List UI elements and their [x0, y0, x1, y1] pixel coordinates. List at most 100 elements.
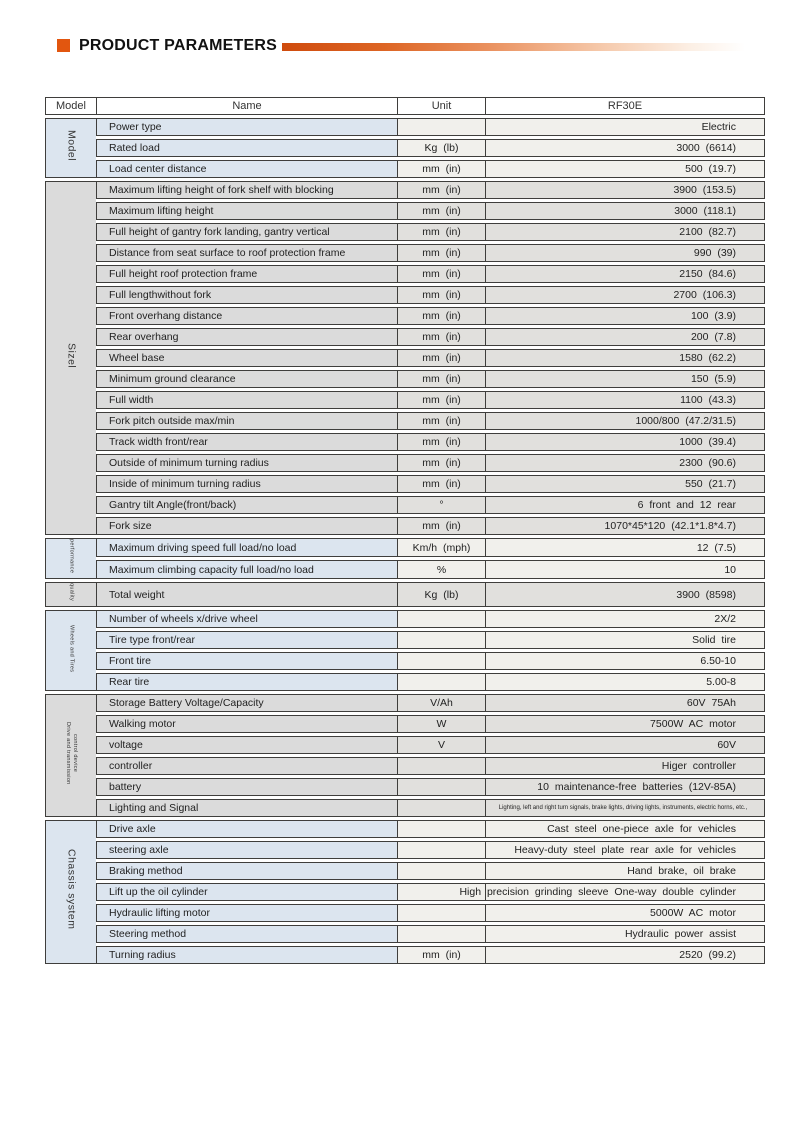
param-row: Track width front/rear mm (in) 1000 (39.4)	[45, 433, 765, 451]
header-model-cell: Model	[45, 97, 96, 115]
unit-cell: mm (in)	[397, 202, 485, 220]
unit-cell: mm (in)	[397, 454, 485, 472]
value-cell: High precision grinding sleeve One-way d…	[459, 883, 765, 902]
param-name-cell: Steering method	[96, 925, 397, 944]
param-name-cell: Rear tire	[96, 673, 397, 692]
value-cell: Lighting, left and right turn signals, b…	[485, 799, 765, 818]
param-row: battery 10 maintenance-free batteries (12…	[45, 778, 765, 797]
unit-cell: Km/h (mph)	[397, 538, 485, 558]
param-name-cell: Maximum lifting height of fork shelf wit…	[96, 181, 397, 199]
param-name-cell: Lift up the oil cylinder	[96, 883, 397, 902]
param-row: Rear tire 5.00-8	[45, 673, 765, 692]
param-row: Lift up the oil cylinder High precision g…	[45, 883, 765, 902]
unit-cell: %	[397, 560, 485, 580]
unit-cell	[397, 862, 485, 881]
param-name-cell: Full width	[96, 391, 397, 409]
param-name-cell: Full height roof protection frame	[96, 265, 397, 283]
group-label: Drive and transmission control device	[65, 721, 78, 785]
param-name-cell: Wheel base	[96, 349, 397, 367]
param-name-cell: Maximum driving speed full load/no load	[96, 538, 397, 558]
header-value-cell: RF30E	[485, 97, 765, 115]
group-label-cell: Drive and transmission control device	[45, 694, 96, 818]
param-row: Maximum climbing capacity full load/no l…	[45, 560, 765, 580]
page-title: PRODUCT PARAMETERS	[79, 36, 277, 54]
unit-cell: mm (in)	[397, 349, 485, 367]
param-name-cell: Walking motor	[96, 715, 397, 734]
group-label: Sizel	[65, 342, 78, 369]
value-cell: 150 (5.9)	[485, 370, 765, 388]
param-name-cell: steering axle	[96, 841, 397, 860]
unit-cell	[397, 925, 485, 944]
unit-cell	[397, 841, 485, 860]
param-name-cell: Fork size	[96, 517, 397, 535]
value-cell: 60V 75Ah	[485, 694, 765, 713]
table-header-row: Model Name Unit RF30E	[45, 97, 765, 115]
unit-cell	[397, 118, 485, 136]
unit-cell: mm (in)	[397, 946, 485, 965]
value-cell: 10	[485, 560, 765, 580]
value-cell: 60V	[485, 736, 765, 755]
param-name-cell: Fork pitch outside max/min	[96, 412, 397, 430]
value-cell: Hand brake, oil brake	[485, 862, 765, 881]
group-label-cell: performance	[45, 538, 96, 580]
title-gradient-rule	[281, 42, 745, 51]
unit-cell: V	[397, 736, 485, 755]
unit-cell	[397, 820, 485, 839]
value-cell: 200 (7.8)	[485, 328, 765, 346]
param-name-cell: Front overhang distance	[96, 307, 397, 325]
param-name-cell: Inside of minimum turning radius	[96, 475, 397, 493]
unit-cell: Kg (lb)	[397, 582, 485, 608]
param-name-cell: Full lengthwithout fork	[96, 286, 397, 304]
unit-cell: mm (in)	[397, 244, 485, 262]
param-row: Maximum lifting height mm (in) 3000 (118.1…	[45, 202, 765, 220]
param-row: Minimum ground clearance mm (in) 150 (5.9)	[45, 370, 765, 388]
param-name-cell: Gantry tilt Angle(front/back)	[96, 496, 397, 514]
unit-cell: mm (in)	[397, 265, 485, 283]
value-cell: 2520 (99.2)	[485, 946, 765, 965]
value-cell: Electric	[485, 118, 765, 136]
param-name-cell: controller	[96, 757, 397, 776]
value-cell: 3900 (153.5)	[485, 181, 765, 199]
unit-cell: mm (in)	[397, 307, 485, 325]
value-cell: 1000 (39.4)	[485, 433, 765, 451]
header-name-cell: Name	[96, 97, 397, 115]
value-cell: 2X/2	[485, 610, 765, 629]
value-cell: Cast steel one-piece axle for vehicles	[485, 820, 765, 839]
value-cell: Higer controller	[485, 757, 765, 776]
unit-cell: °	[397, 496, 485, 514]
unit-cell: V/Ah	[397, 694, 485, 713]
param-row: Full height of gantry fork landing, gant…	[45, 223, 765, 241]
param-name-cell: Tire type front/rear	[96, 631, 397, 650]
unit-cell: Kg (lb)	[397, 139, 485, 157]
group-label: Model	[65, 129, 78, 162]
unit-cell: mm (in)	[397, 223, 485, 241]
param-row: Front overhang distance mm (in) 100 (3.9)	[45, 307, 765, 325]
param-row: Gantry tilt Angle(front/back) ° 6 front an…	[45, 496, 765, 514]
value-cell: 3000 (118.1)	[485, 202, 765, 220]
param-name-cell: Total weight	[96, 582, 397, 608]
value-cell: 1100 (43.3)	[485, 391, 765, 409]
param-name-cell: Maximum lifting height	[96, 202, 397, 220]
value-cell: 3000 (6614)	[485, 139, 765, 157]
value-cell: Hydraulic power assist	[485, 925, 765, 944]
param-row: Sizel Maximum lifting height of fork shel…	[45, 181, 765, 535]
param-row: voltage V 60V	[45, 736, 765, 755]
param-row: Full height roof protection frame mm (in)…	[45, 265, 765, 283]
value-cell: 2700 (106.3)	[485, 286, 765, 304]
param-row: Tire type front/rear Solid tire	[45, 631, 765, 650]
group-label-cell: Wheels and Tires	[45, 610, 96, 692]
unit-cell: mm (in)	[397, 160, 485, 178]
unit-cell	[397, 631, 485, 650]
unit-cell: mm (in)	[397, 181, 485, 199]
param-row: Chassis system Drive axle Cast steel one-p…	[45, 820, 765, 965]
param-row: Fork size mm (in) 1070*45*120 (42.1*1.8*4.…	[45, 517, 765, 535]
param-row: Turning radius mm (in) 2520 (99.2)	[45, 946, 765, 965]
param-row: Steering method Hydraulic power assist	[45, 925, 765, 944]
param-name-cell: Power type	[96, 118, 397, 136]
param-name-cell: Rear overhang	[96, 328, 397, 346]
param-row: Fork pitch outside max/min mm (in) 1000/80…	[45, 412, 765, 430]
unit-cell	[397, 904, 485, 923]
param-name-cell: voltage	[96, 736, 397, 755]
unit-cell: W	[397, 715, 485, 734]
group-label: performance	[68, 539, 75, 574]
